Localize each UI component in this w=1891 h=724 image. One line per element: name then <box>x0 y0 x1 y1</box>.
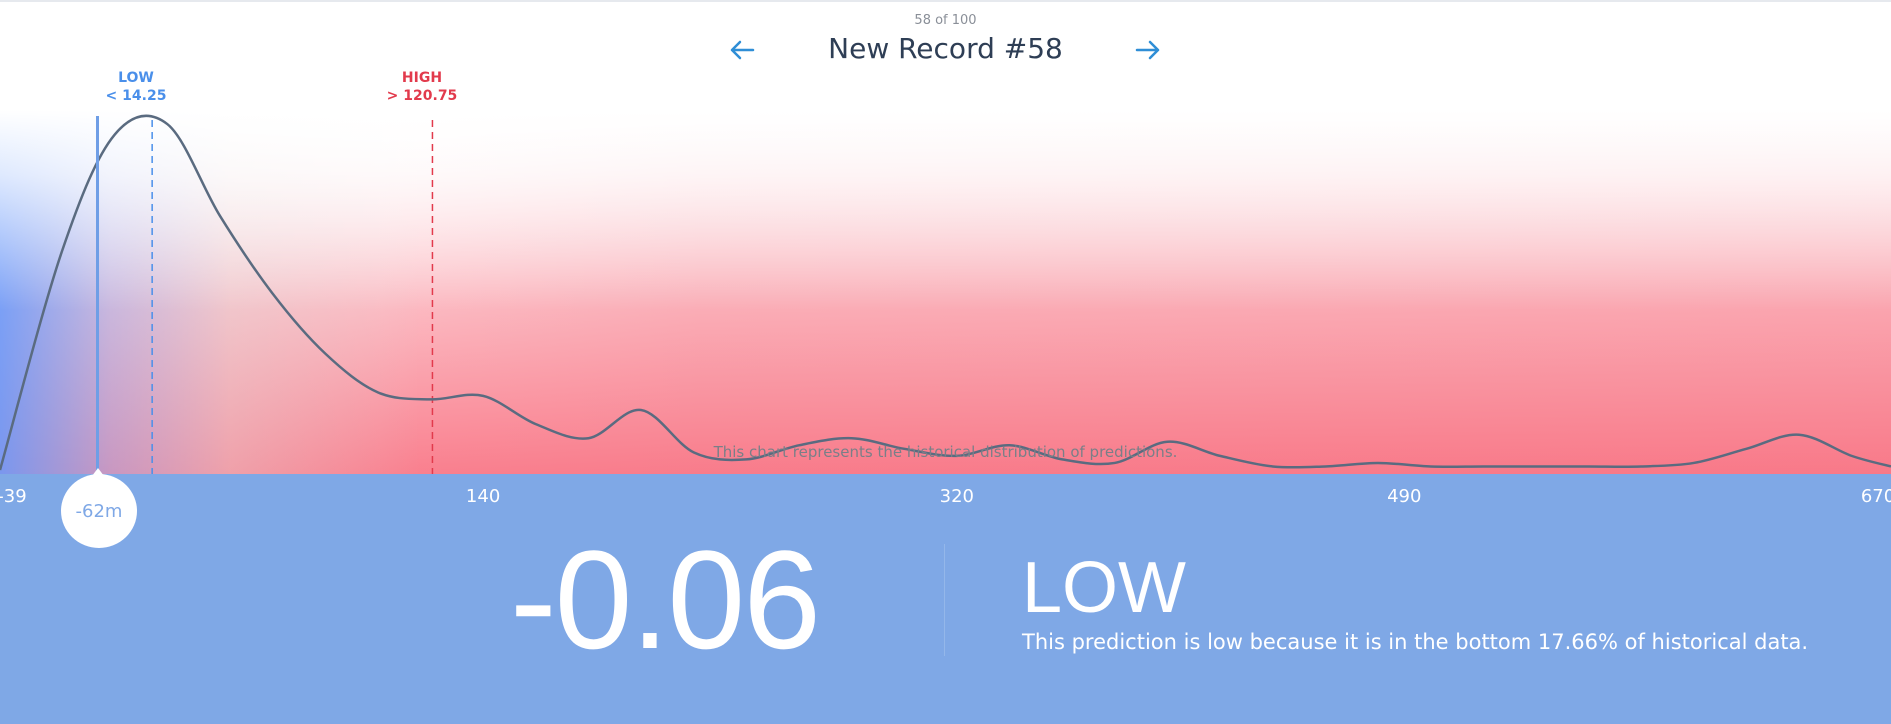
axis-tick: 320 <box>939 486 975 507</box>
low-threshold-title: LOW <box>118 70 154 86</box>
previous-record-button[interactable] <box>722 32 762 68</box>
prediction-marker-line <box>96 116 99 478</box>
axis-tick: 140 <box>465 486 501 507</box>
prediction-level: LOW <box>1022 548 1187 628</box>
high-threshold-title: HIGH <box>401 70 443 86</box>
axis-tick: 670 <box>1860 486 1891 507</box>
record-counter: 58 of 100 <box>914 13 977 28</box>
arrow-right-icon <box>1135 40 1160 60</box>
prediction-pin[interactable]: -62m <box>61 474 137 548</box>
record-title: New Record #58 <box>828 32 1063 65</box>
arrow-left-icon <box>730 40 755 60</box>
low-threshold-label: LOW < 14.25 <box>76 69 196 105</box>
axis-tick: -39 <box>0 486 27 507</box>
distribution-curve <box>0 114 1891 471</box>
high-threshold-value: > 120.75 <box>386 88 458 104</box>
result-divider <box>944 544 945 656</box>
prediction-explanation: This prediction is low because it is in … <box>1022 630 1809 654</box>
low-threshold-value: < 14.25 <box>105 88 167 104</box>
high-threshold-label: HIGH > 120.75 <box>362 69 482 105</box>
chart-fade <box>0 110 1891 474</box>
next-record-button[interactable] <box>1128 32 1168 68</box>
top-border <box>0 0 1891 2</box>
chart-caption: This chart represents the historical dis… <box>713 443 1178 461</box>
result-panel: -39 140 320 490 670 <box>0 474 1891 724</box>
prediction-value: -0.06 <box>510 521 821 678</box>
axis-tick: 490 <box>1387 486 1422 507</box>
prediction-pin-label: -62m <box>75 500 123 522</box>
